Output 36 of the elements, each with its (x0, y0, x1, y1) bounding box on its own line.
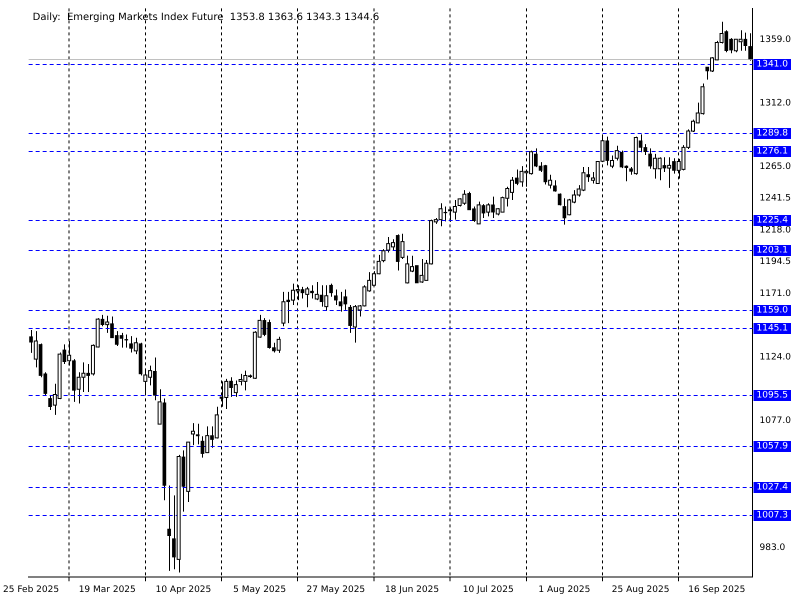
candlestick (558, 192, 562, 206)
ref-line-label: 1159.0 (756, 305, 788, 316)
y-tick-label: 1124.0 (760, 352, 792, 362)
ref-line-label: 1276.1 (756, 146, 788, 156)
x-tick-label: 10 Jul 2025 (462, 584, 514, 595)
y-tick-label: 1194.5 (760, 257, 792, 268)
x-tick-label: 19 Mar 2025 (78, 584, 136, 595)
ref-line-label: 1203.1 (756, 245, 788, 256)
x-tick-label: 27 May 2025 (306, 584, 366, 595)
y-tick-label: 1077.0 (760, 416, 792, 426)
ref-line-label: 1057.9 (756, 441, 788, 452)
x-tick-label: 5 May 2025 (233, 584, 286, 595)
y-tick-label: 1265.0 (760, 162, 792, 172)
ref-line-label: 1289.8 (756, 128, 788, 138)
y-tick-label: 1359.0 (760, 34, 792, 45)
y-tick-label: 1171.0 (760, 288, 792, 299)
chart-title: Daily: Emerging Markets Index Future 1353.8 1363.6 1343.3 1344.6 (32, 12, 380, 23)
x-tick-label: 16 Sep 2025 (688, 584, 746, 595)
ref-line-label: 1027.4 (756, 482, 788, 492)
y-tick-label: 1218.0 (760, 225, 792, 236)
x-tick-label: 1 Aug 2025 (538, 584, 590, 595)
x-tick-label: 10 Apr 2025 (156, 584, 212, 595)
candlestick (167, 484, 171, 572)
ref-line-label: 1007.3 (756, 510, 788, 520)
ref-line-label: 1145.1 (756, 323, 788, 334)
candlestick (124, 334, 128, 348)
ref-line-label: 1225.4 (756, 215, 788, 226)
y-tick-label: 1312.0 (760, 98, 792, 108)
ref-line-label: 1341.0 (756, 59, 788, 70)
y-tick-label: 983.0 (760, 542, 786, 553)
y-tick-label: 1241.5 (760, 194, 792, 204)
x-tick-label: 25 Aug 2025 (612, 584, 670, 595)
x-tick-label: 25 Feb 2025 (3, 584, 60, 595)
candlestick (329, 283, 333, 298)
x-tick-label: 18 Jun 2025 (384, 584, 440, 595)
ref-line-label: 1095.5 (756, 390, 788, 400)
